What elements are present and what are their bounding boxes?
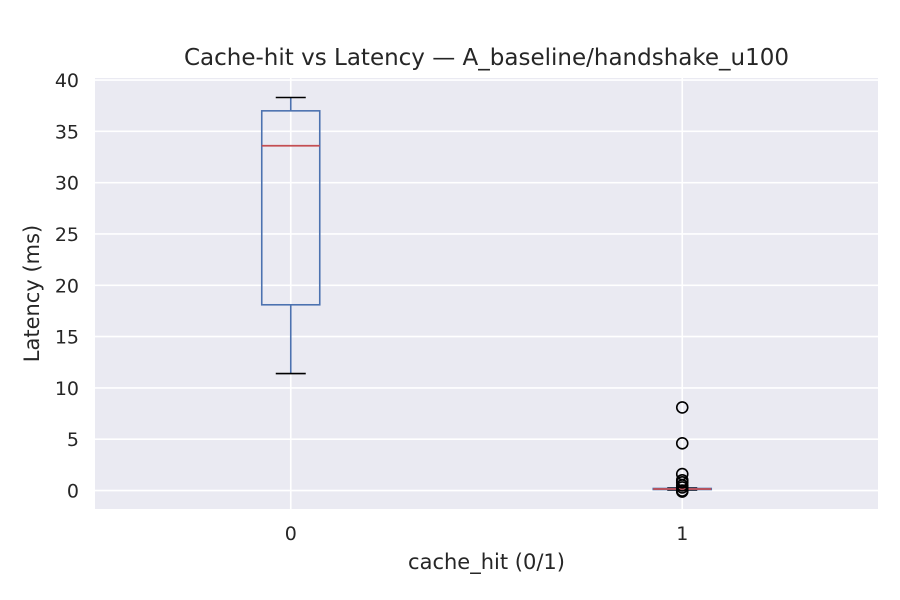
outlier-point: [675, 481, 689, 494]
y-tick-label: 5: [67, 429, 79, 451]
x-tick-label: 1: [676, 523, 688, 545]
box-group-1: [652, 401, 713, 498]
y-axis-label: Latency (ms): [20, 225, 44, 362]
y-tick-label: 40: [55, 70, 79, 92]
y-tick-label: 20: [55, 275, 79, 297]
chart-title: Cache-hit vs Latency — A_baseline/handsh…: [184, 45, 789, 71]
y-tick-label: 10: [55, 378, 79, 400]
y-tick-label: 35: [55, 121, 79, 143]
y-tick-label: 0: [67, 481, 79, 503]
outlier-point: [675, 485, 689, 498]
y-tick-label: 25: [55, 224, 79, 246]
box-iqr: [260, 110, 321, 306]
y-tick-label: 30: [55, 173, 79, 195]
outlier-point: [675, 401, 689, 414]
outlier-point: [675, 476, 689, 489]
box-group-0: [260, 96, 321, 375]
y-tick-label: 15: [55, 327, 79, 349]
x-axis-label: cache_hit (0/1): [408, 550, 565, 575]
plot-area: [95, 78, 878, 509]
y-tick-labels: 0 5 10 15 20 25 30 35 40: [55, 70, 79, 502]
box-layer: [260, 96, 713, 498]
outlier-point: [675, 437, 689, 450]
x-tick-label: 0: [285, 523, 297, 545]
